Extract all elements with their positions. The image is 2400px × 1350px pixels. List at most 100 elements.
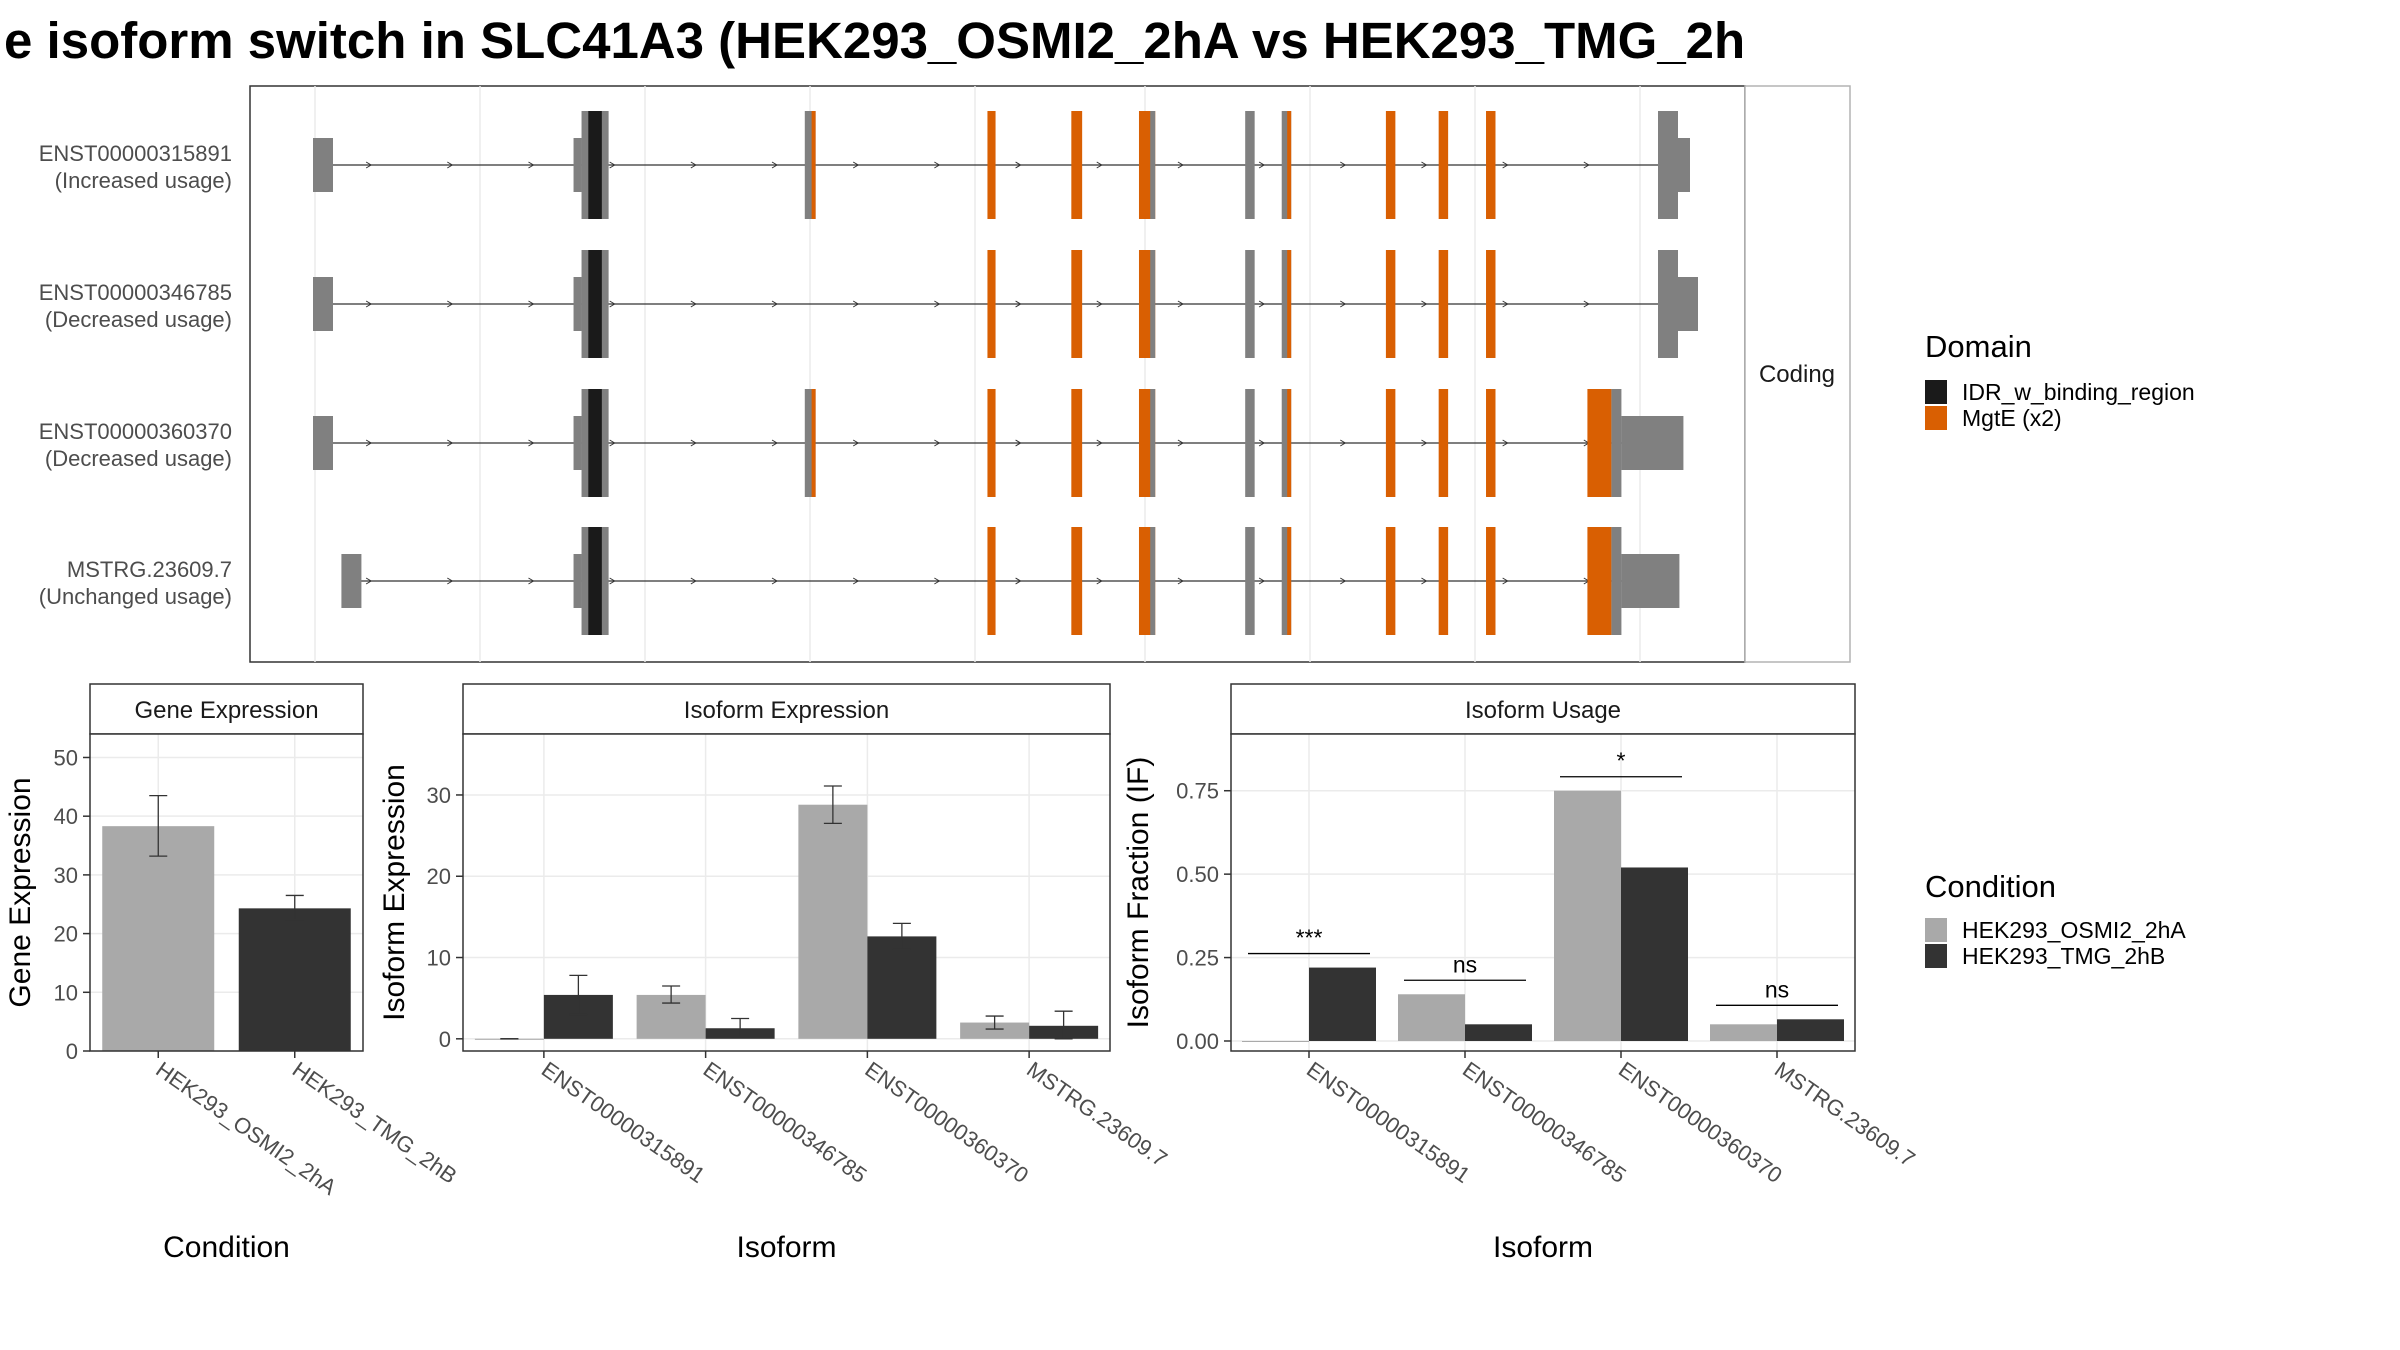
idr-domain-block [588,250,602,358]
structure-facet-label: Coding [1759,361,1835,388]
intron-arrow [1421,300,1428,308]
panel-strip [462,683,1111,735]
coding-exon [1486,527,1496,635]
bar [1777,1019,1844,1041]
intron-arrow [1015,161,1022,169]
intron-arrow [690,161,697,169]
coding-exon [1486,250,1496,358]
intron-arrow [609,439,616,447]
utr-exon-part [573,416,582,470]
intron-arrow [528,439,535,447]
coding-exon-edge [1150,527,1156,635]
bar [867,936,937,1039]
intron-arrow [1177,161,1184,169]
intron-arrow [1583,300,1590,308]
bar [1710,1024,1777,1041]
utr-exon-first [313,277,333,331]
intron-arrow [1502,161,1509,169]
intron-arrow [771,300,778,308]
bar [798,804,868,1039]
transcript-id-label: MSTRG.23609.7 [67,557,232,582]
coding-exon [1245,389,1255,497]
transcript-id-label: ENST00000315891 [39,141,232,166]
domain-legend-key [1925,406,1947,430]
panel-strip [1230,683,1856,735]
intron-arrow [365,439,373,447]
coding-exon [1245,250,1255,358]
structure-panel-border [249,85,1746,663]
coding-exon [1281,111,1292,219]
y-tick-label: 0.50 [1176,862,1219,887]
intron-arrow [528,577,535,585]
utr-exon-first [341,554,362,608]
y-tick-label: 0.25 [1176,946,1219,971]
x-tick-label: ENST00000360370 [1614,1057,1787,1188]
coding-exon-edge [1150,389,1156,497]
intron-arrow [609,161,616,169]
coding-exon [987,250,996,358]
significance-label: * [1617,748,1626,774]
bar [1621,867,1688,1041]
intron-arrow [690,439,697,447]
coding-exon [1438,527,1449,635]
y-tick-label: 20 [54,922,78,947]
x-axis-title: Isoform [736,1231,836,1264]
mgte-domain-edge [1287,389,1292,497]
intron-arrow [852,439,860,447]
coding-exon [1385,111,1396,219]
intron-arrow [852,577,860,585]
intron-arrow [1015,300,1022,308]
significance-label: *** [1296,925,1323,951]
y-tick-label: 20 [427,864,451,889]
idr-domain-block [588,389,602,497]
bar [1465,1024,1532,1041]
coding-exon-edge [1150,250,1156,358]
coding-exon [1438,250,1449,358]
y-tick-label: 10 [54,980,78,1005]
y-tick-label: 0 [439,1027,451,1052]
x-axis-title: Condition [163,1231,290,1264]
domain-legend-label: IDR_w_binding_region [1962,379,2195,405]
transcript-usage-label: (Unchanged usage) [39,584,232,609]
intron-arrow [365,300,373,308]
intron-arrow [447,300,454,308]
intron-arrow [1177,439,1184,447]
utr-exon-last [1621,416,1684,470]
panel-border [462,733,1111,1052]
intron-arrow [1502,439,1509,447]
idr-domain-block [588,111,602,219]
utr-exon-part [573,554,582,608]
coding-exon-edge [1150,111,1156,219]
intron-arrow [934,161,941,169]
coding-exon [1071,111,1083,219]
intron-arrow [365,161,373,169]
x-tick-label: ENST00000315891 [537,1057,710,1188]
gene-structure-panel: Coding ENST00000315891(Increased usage) EN… [39,85,1851,663]
coding-exon [1071,389,1083,497]
coding-exon [1071,527,1083,635]
coding-exon [1245,111,1255,219]
intron-arrow [934,577,941,585]
coding-exon [1281,527,1292,635]
intron-arrow [1340,300,1347,308]
transcript-usage-label: (Decreased usage) [45,307,232,332]
coding-exon-last [1611,527,1622,635]
coding-exon [1385,527,1396,635]
intron-arrow [771,577,778,585]
domain-legend-label: MgtE (x2) [1962,405,2062,431]
coding-exon [1438,111,1449,219]
utr-exon-last [1678,138,1690,192]
idr-domain-block [588,527,602,635]
intron-arrow [1177,300,1184,308]
coding-exon [1385,389,1396,497]
y-tick-label: 30 [427,783,451,808]
intron-arrow [1421,161,1428,169]
intron-arrow [1177,577,1184,585]
coding-exon [1281,389,1292,497]
y-axis-title: Gene Expression [4,777,37,1007]
structure-facet-strip [1744,85,1851,663]
coding-exon [1438,389,1449,497]
bar [1554,790,1621,1041]
coding-exon [1281,250,1292,358]
